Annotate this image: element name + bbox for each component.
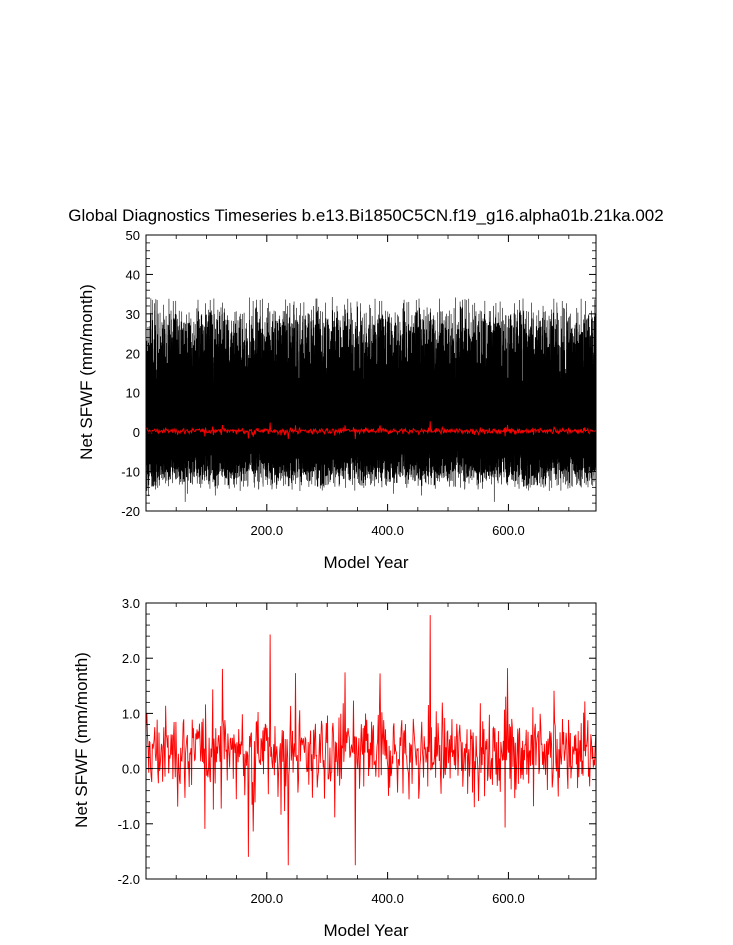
chart-title: Global Diagnostics Timeseries b.e13.Bi18… [68,206,663,225]
y-tick-label: 30 [126,307,140,322]
monthly-series-line [146,296,596,502]
y-tick-label: 2.0 [122,651,140,666]
top-y-axis-label: Net SFWF (mm/month) [77,284,96,460]
x-tick-label: 200.0 [251,891,284,906]
x-tick-label: 600.0 [492,891,525,906]
bottom-panel: -2.0 -1.0 0.0 1.0 2.0 3.0 200.0 400.0 600.0 Mod… [72,596,597,940]
top-panel: -20 -10 0 10 20 30 40 50 200.0 400.0 600.0 Model … [77,228,597,572]
y-tick-label: 1.0 [122,706,140,721]
annual-mean-series-line [146,615,596,866]
y-tick-label: 40 [126,267,140,282]
top-y-axis: -20 -10 0 10 20 30 40 50 [121,228,596,519]
y-tick-label: -10 [121,465,140,480]
x-tick-label: 400.0 [371,891,404,906]
y-tick-label: 0.0 [122,762,140,777]
y-tick-label: 20 [126,346,140,361]
x-tick-label: 600.0 [492,523,525,538]
y-tick-label: -2.0 [118,872,140,887]
bottom-x-axis-label: Model Year [323,921,408,940]
top-x-axis: 200.0 400.0 600.0 [175,235,570,538]
bottom-y-axis: -2.0 -1.0 0.0 1.0 2.0 3.0 [118,596,596,887]
y-tick-label: 0 [133,425,140,440]
plot-frame [145,602,597,880]
plot-frame [145,234,597,512]
y-tick-label: 10 [126,386,140,401]
y-tick-label: 50 [126,228,140,243]
annual-mean-series-line [146,421,596,440]
bottom-x-axis: 200.0 400.0 600.0 [175,603,570,906]
y-tick-label: -1.0 [118,817,140,832]
top-x-axis-label: Model Year [323,553,408,572]
y-tick-label: 3.0 [122,596,140,611]
y-tick-label: -20 [121,504,140,519]
bottom-y-axis-label: Net SFWF (mm/month) [72,652,91,828]
x-tick-label: 200.0 [251,523,284,538]
top-plot-area [145,234,597,512]
x-tick-label: 400.0 [371,523,404,538]
bottom-plot-area [145,602,597,880]
